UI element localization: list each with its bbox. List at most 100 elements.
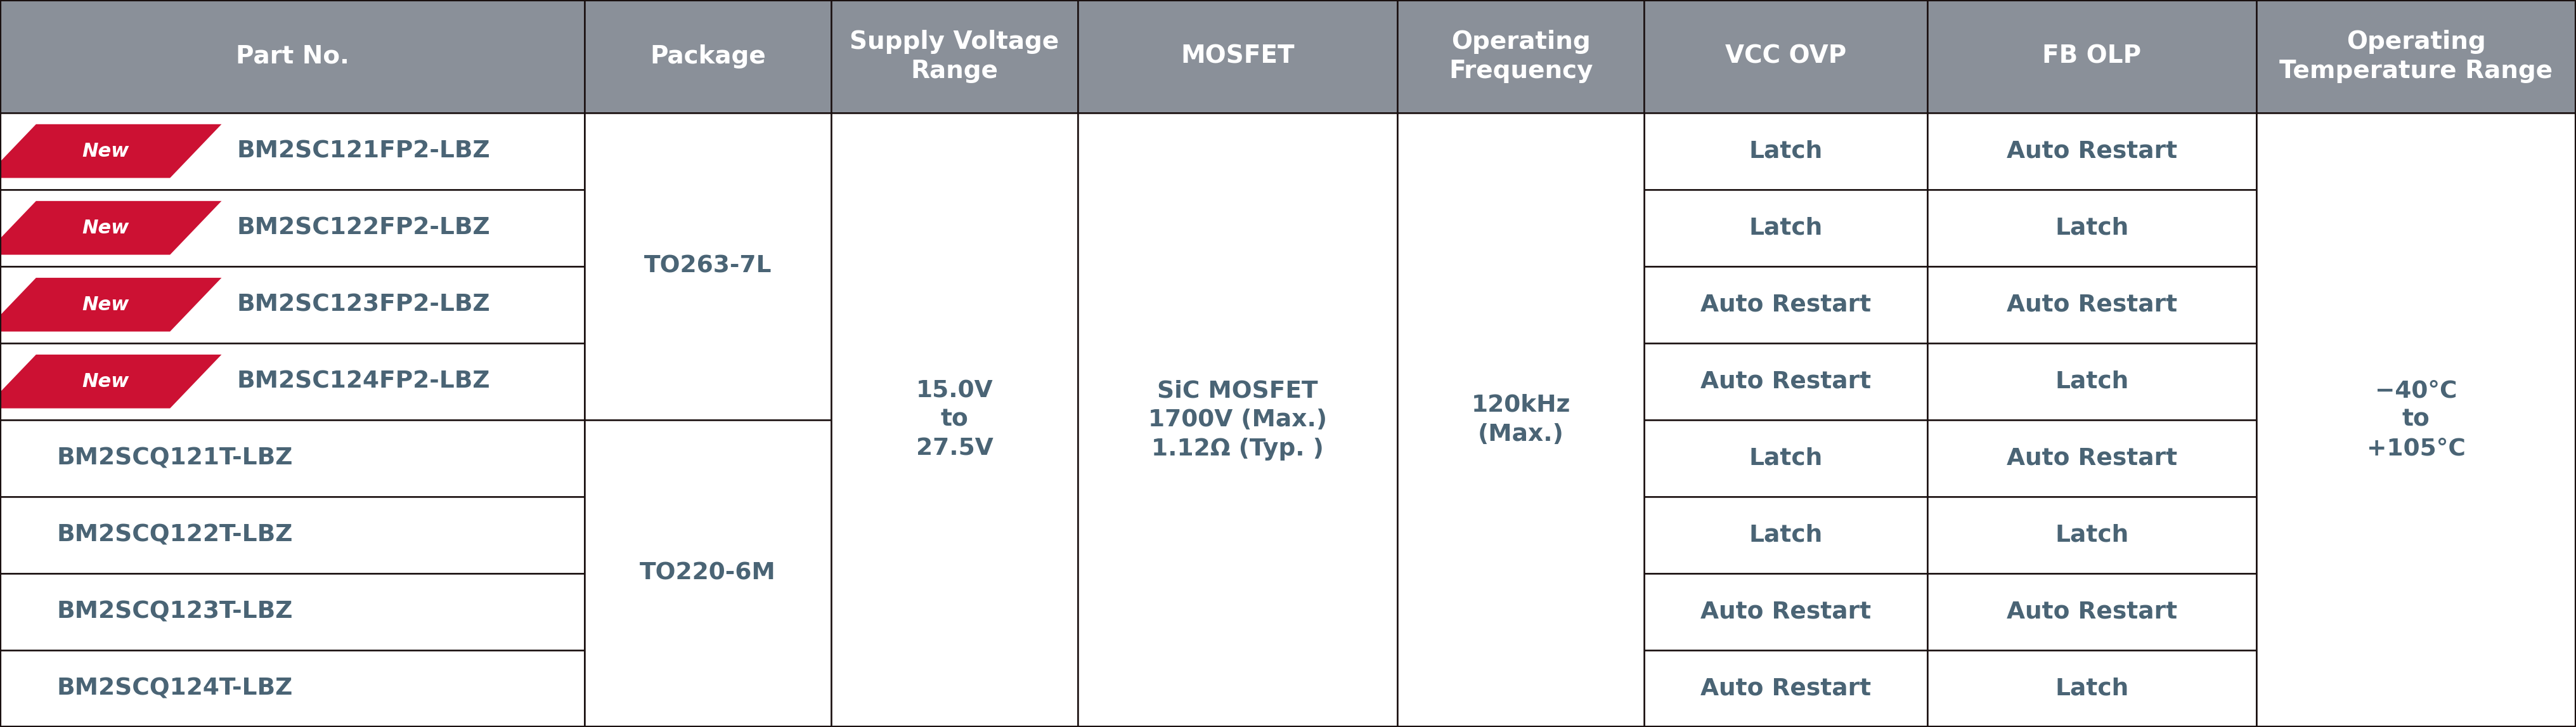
Text: Latch: Latch: [2056, 677, 2128, 700]
Bar: [585, 497, 832, 574]
Bar: [2257, 113, 2576, 190]
Text: Latch: Latch: [1749, 523, 1824, 547]
Bar: [2257, 497, 2576, 574]
Bar: [1399, 343, 1643, 420]
Text: BM2SCQ124T-LBZ: BM2SCQ124T-LBZ: [57, 677, 294, 700]
Bar: [832, 574, 1077, 650]
Bar: [832, 343, 1077, 420]
Bar: [1077, 113, 1399, 190]
Bar: [2257, 266, 2576, 343]
Bar: [1077, 497, 1399, 574]
Bar: [1077, 190, 1399, 266]
Bar: [1399, 266, 1643, 343]
Bar: [1399, 190, 1643, 266]
Bar: [1643, 0, 1927, 113]
Text: BM2SCQ122T-LBZ: BM2SCQ122T-LBZ: [57, 523, 294, 547]
Bar: [1643, 650, 1927, 727]
Bar: [1399, 113, 1643, 727]
Polygon shape: [0, 201, 222, 254]
Bar: [1927, 574, 2257, 650]
Bar: [832, 113, 1077, 190]
Bar: [1927, 420, 2257, 497]
Bar: [1927, 343, 2257, 420]
Text: TO220-6M: TO220-6M: [639, 562, 775, 585]
Text: New: New: [82, 372, 129, 390]
Text: Auto Restart: Auto Restart: [1700, 601, 1870, 623]
Bar: [585, 266, 832, 343]
Bar: [1927, 190, 2257, 266]
Bar: [832, 650, 1077, 727]
Bar: [1643, 497, 1927, 574]
Text: FB OLP: FB OLP: [2043, 44, 2141, 68]
Bar: [832, 190, 1077, 266]
Bar: [585, 343, 832, 420]
Text: New: New: [82, 142, 129, 160]
Bar: [585, 650, 832, 727]
Text: Supply Voltage
Range: Supply Voltage Range: [850, 30, 1059, 83]
Text: Auto Restart: Auto Restart: [1700, 293, 1870, 316]
Bar: [1643, 574, 1927, 650]
Bar: [1643, 113, 1927, 190]
Bar: [1399, 574, 1643, 650]
Polygon shape: [0, 278, 222, 332]
Bar: [1077, 650, 1399, 727]
Bar: [0, 574, 585, 650]
Bar: [1927, 0, 2257, 113]
Bar: [832, 113, 1077, 727]
Bar: [1643, 343, 1927, 420]
Bar: [832, 0, 1077, 113]
Bar: [1399, 113, 1643, 190]
Polygon shape: [0, 124, 222, 178]
Bar: [2257, 0, 2576, 113]
Text: Latch: Latch: [1749, 447, 1824, 470]
Bar: [1077, 574, 1399, 650]
Bar: [2257, 113, 2576, 727]
Text: Part No.: Part No.: [234, 44, 348, 68]
Bar: [2257, 420, 2576, 497]
Text: SiC MOSFET
1700V (Max.)
1.12Ω (Typ. ): SiC MOSFET 1700V (Max.) 1.12Ω (Typ. ): [1149, 379, 1327, 460]
Bar: [0, 497, 585, 574]
Text: BM2SCQ123T-LBZ: BM2SCQ123T-LBZ: [57, 601, 294, 623]
Text: VCC OVP: VCC OVP: [1726, 44, 1847, 68]
Bar: [585, 420, 832, 727]
Bar: [585, 190, 832, 266]
Text: Operating
Frequency: Operating Frequency: [1448, 30, 1592, 83]
Bar: [0, 343, 585, 420]
Text: New: New: [82, 219, 129, 237]
Bar: [0, 650, 585, 727]
Text: Latch: Latch: [2056, 217, 2128, 239]
Text: TO263-7L: TO263-7L: [644, 255, 773, 278]
Text: Auto Restart: Auto Restart: [2007, 447, 2177, 470]
Bar: [0, 266, 585, 343]
Bar: [832, 266, 1077, 343]
Bar: [585, 574, 832, 650]
Bar: [1643, 420, 1927, 497]
Text: Auto Restart: Auto Restart: [2007, 293, 2177, 316]
Bar: [0, 0, 585, 113]
Text: New: New: [82, 295, 129, 314]
Polygon shape: [0, 355, 222, 409]
Bar: [585, 0, 832, 113]
Bar: [585, 113, 832, 190]
Bar: [1077, 113, 1399, 727]
Text: BM2SC121FP2-LBZ: BM2SC121FP2-LBZ: [237, 140, 489, 163]
Text: Auto Restart: Auto Restart: [1700, 370, 1870, 393]
Text: Auto Restart: Auto Restart: [2007, 601, 2177, 623]
Bar: [1399, 0, 1643, 113]
Text: Auto Restart: Auto Restart: [2007, 140, 2177, 163]
Bar: [1077, 0, 1399, 113]
Text: Latch: Latch: [2056, 370, 2128, 393]
Bar: [1399, 497, 1643, 574]
Bar: [585, 420, 832, 497]
Bar: [0, 420, 585, 497]
Bar: [2257, 190, 2576, 266]
Text: 120kHz
(Max.): 120kHz (Max.): [1471, 394, 1571, 446]
Text: Latch: Latch: [1749, 217, 1824, 239]
Bar: [1399, 650, 1643, 727]
Text: Package: Package: [649, 44, 765, 68]
Bar: [1077, 266, 1399, 343]
Text: BM2SC123FP2-LBZ: BM2SC123FP2-LBZ: [237, 293, 489, 316]
Bar: [585, 113, 832, 420]
Text: BM2SC122FP2-LBZ: BM2SC122FP2-LBZ: [237, 217, 489, 239]
Bar: [1927, 113, 2257, 190]
